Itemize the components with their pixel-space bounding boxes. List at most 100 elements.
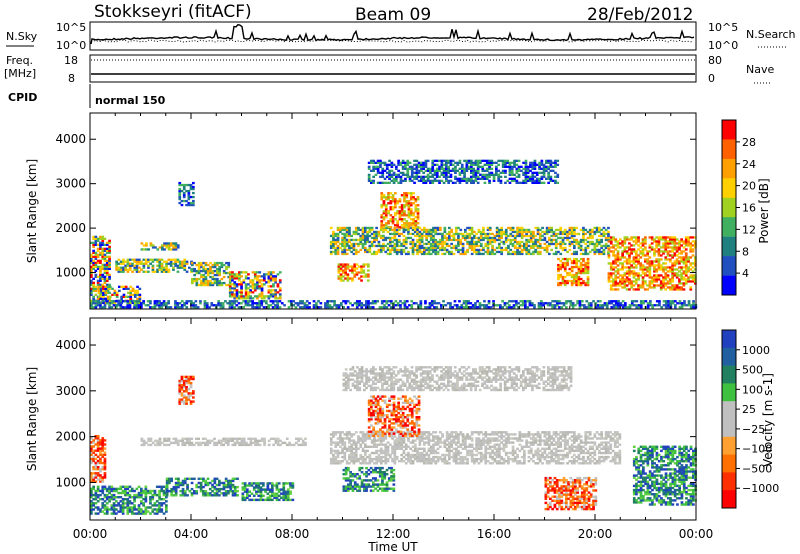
power-cell	[461, 242, 465, 246]
power-cell	[545, 248, 549, 252]
velocity-cell	[163, 437, 166, 440]
power-cell	[367, 304, 370, 307]
power-cell	[435, 167, 439, 170]
power-cell	[263, 275, 266, 278]
power-cell	[570, 261, 574, 265]
power-cell	[694, 240, 697, 243]
power-cell	[238, 291, 241, 294]
power-cell	[140, 304, 143, 307]
power-cell	[680, 274, 683, 277]
power-cell	[648, 266, 652, 269]
power-cell	[559, 236, 563, 240]
power-cell	[559, 228, 563, 232]
power-cell	[641, 242, 645, 245]
power-cell	[192, 304, 195, 307]
velocity-cell	[128, 496, 132, 499]
power-cell	[324, 302, 327, 305]
power-cell	[641, 244, 645, 247]
power-cell	[197, 265, 201, 269]
power-cell	[432, 244, 435, 248]
power-cell	[119, 268, 123, 271]
power-cell	[407, 230, 410, 234]
power-cell	[92, 243, 95, 246]
power-cell	[441, 240, 444, 244]
power-cell	[315, 306, 318, 309]
power-cell	[609, 268, 613, 271]
power-cell	[464, 234, 467, 238]
power-cell	[345, 242, 349, 246]
velocity-cell	[256, 439, 260, 442]
power-cell	[457, 236, 460, 240]
power-cell	[129, 295, 133, 298]
power-cell	[458, 300, 461, 303]
velocity-cell	[110, 493, 114, 497]
power-cell	[664, 276, 668, 279]
power-cell	[655, 246, 658, 249]
power-cell	[370, 252, 374, 256]
power-cell	[384, 198, 388, 201]
power-cell	[133, 260, 137, 263]
power-cell	[342, 279, 345, 282]
power-cell	[142, 262, 146, 265]
power-cell	[389, 220, 393, 223]
power-cell	[180, 199, 184, 203]
power-cell	[535, 171, 539, 174]
power-cell	[403, 192, 406, 195]
power-cell	[380, 216, 384, 219]
velocity-cell	[297, 437, 300, 440]
power-cell	[551, 165, 555, 168]
power-cell	[101, 306, 105, 309]
power-cell	[352, 238, 356, 242]
power-cell	[678, 260, 681, 263]
power-cell	[482, 232, 485, 236]
power-cell	[218, 271, 221, 275]
power-cell	[392, 306, 395, 309]
power-cell	[99, 235, 102, 238]
power-cell	[392, 179, 396, 182]
power-cell	[249, 289, 252, 292]
velocity-cell	[135, 487, 139, 491]
velocity-cell	[151, 510, 155, 513]
power-cell	[612, 262, 615, 265]
velocity-cell	[231, 439, 235, 442]
power-cell	[209, 281, 212, 285]
power-cell	[90, 275, 93, 278]
power-cell	[515, 300, 518, 303]
power-cell	[99, 297, 103, 300]
power-cell	[189, 183, 193, 187]
power-cell	[448, 236, 451, 240]
power-cell	[183, 264, 187, 267]
power-cell	[646, 288, 649, 291]
power-cell	[427, 248, 431, 252]
power-cell	[648, 276, 652, 279]
power-cell	[422, 165, 425, 168]
power-cell	[337, 275, 341, 278]
velocity-cell	[178, 386, 182, 389]
power-cell	[260, 300, 264, 303]
power-cell	[527, 252, 531, 256]
power-cell	[675, 246, 679, 249]
power-cell	[258, 293, 262, 296]
power-cell	[409, 210, 413, 213]
power-cell	[412, 224, 415, 227]
power-cell	[402, 234, 406, 238]
power-cell	[426, 173, 430, 176]
power-cell	[367, 265, 370, 268]
power-cell	[303, 302, 307, 305]
power-cell	[345, 248, 349, 252]
power-cell	[492, 177, 496, 180]
power-cell	[628, 280, 631, 283]
power-cell	[628, 288, 631, 291]
power-cell	[233, 285, 237, 288]
power-cell	[394, 200, 397, 203]
velocity-cell	[158, 510, 161, 513]
velocity-cell	[124, 506, 127, 509]
power-cell	[648, 282, 652, 285]
power-cell	[230, 304, 234, 307]
power-cell	[586, 261, 590, 265]
power-cell	[557, 281, 560, 285]
velocity-cell	[101, 455, 105, 458]
power-cell	[200, 283, 203, 287]
power-cell	[529, 161, 532, 164]
power-cell	[382, 234, 385, 238]
